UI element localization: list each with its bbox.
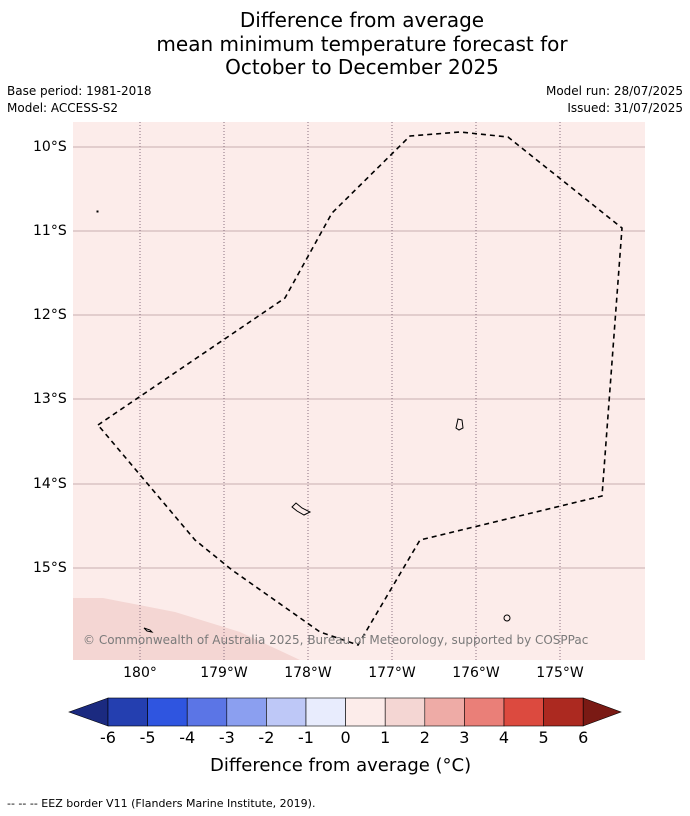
- colorbar-cell: [464, 697, 505, 727]
- base-period: Base period: 1981-2018: [7, 84, 152, 98]
- colorbar-cell: [503, 697, 544, 727]
- colorbar-tick-label: -1: [298, 728, 314, 747]
- colorbar-cell: [543, 697, 584, 727]
- colorbar-tick-label: -3: [218, 728, 235, 747]
- model-name: Model: ACCESS-S2: [7, 101, 119, 115]
- colorbar-tick-label: -4: [179, 728, 196, 747]
- colorbar-cell: [305, 697, 346, 727]
- lon-label-178w: 178°W: [284, 665, 332, 681]
- colorbar-cell: [186, 697, 228, 727]
- lat-label-13s: 13°S: [33, 391, 67, 407]
- colorbar-tick-label: 3: [459, 728, 470, 747]
- lon-label-180: 180°: [123, 665, 157, 681]
- island-southwest: [143, 627, 154, 633]
- colorbar-extend-high: [582, 697, 622, 727]
- lat-label-15s: 15°S: [33, 560, 67, 576]
- island-outlines: [96, 210, 511, 633]
- lat-label-10s: 10°S: [33, 139, 67, 155]
- colorbar-tick-label: 5: [538, 728, 549, 747]
- lon-label-176w: 176°W: [452, 665, 500, 681]
- map-credit: © Commonwealth of Australia 2025, Bureau…: [83, 633, 589, 647]
- colorbar-cell: [147, 697, 188, 727]
- colorbar-cell: [345, 697, 386, 727]
- title-line-1: Difference from average: [239, 8, 485, 32]
- title-line-3: October to December 2025: [225, 55, 499, 79]
- eez-border: [96, 131, 623, 646]
- island-central: [291, 502, 312, 516]
- eez-legend-note: -- -- -- EEZ border V11 (Flanders Marine…: [7, 797, 316, 810]
- colorbar-tick-label: -5: [139, 728, 156, 747]
- colorbar-tick-label: -2: [258, 728, 275, 747]
- colorbar-cell: [107, 697, 148, 727]
- colorbar-tick-label: 1: [380, 728, 391, 747]
- colorbar-extend-low: [68, 697, 109, 727]
- issued-date: Issued: 31/07/2025: [567, 101, 683, 115]
- latitude-gridlines: [73, 146, 645, 569]
- warmer-anomaly-region: [73, 598, 300, 660]
- lat-label-14s: 14°S: [33, 476, 67, 492]
- colorbar-cell: [424, 697, 465, 727]
- lon-label-175w: 175°W: [536, 665, 584, 681]
- colorbar-tick-label: -6: [100, 728, 116, 747]
- colorbar-tick-label: 4: [498, 728, 510, 747]
- island-southeast: [503, 614, 511, 622]
- colorbar-tick-label: 2: [419, 728, 430, 747]
- title-line-2: mean minimum temperature forecast for: [156, 32, 568, 56]
- colorbar-tick-label: 6: [578, 728, 589, 747]
- lon-label-179w: 179°W: [200, 665, 248, 681]
- model-run: Model run: 28/07/2025: [545, 84, 683, 98]
- colorbar-cell: [226, 697, 267, 727]
- colorbar-cell: [266, 697, 307, 727]
- lat-label-11s: 11°S: [33, 223, 67, 239]
- island-east: [455, 418, 464, 431]
- colorbar-tick-label: 0: [340, 728, 351, 747]
- colorbar-cell: [384, 697, 426, 727]
- map-background: [73, 122, 645, 660]
- lon-label-177w: 177°W: [368, 665, 416, 681]
- island-northwest: [96, 210, 99, 213]
- colorbar-title: Difference from average (°C): [210, 755, 472, 776]
- lat-label-12s: 12°S: [33, 307, 67, 323]
